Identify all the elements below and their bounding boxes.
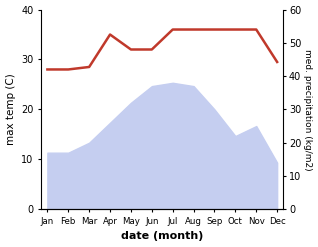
Y-axis label: max temp (C): max temp (C)	[5, 74, 16, 145]
Y-axis label: med. precipitation (kg/m2): med. precipitation (kg/m2)	[303, 49, 313, 170]
X-axis label: date (month): date (month)	[121, 231, 204, 242]
